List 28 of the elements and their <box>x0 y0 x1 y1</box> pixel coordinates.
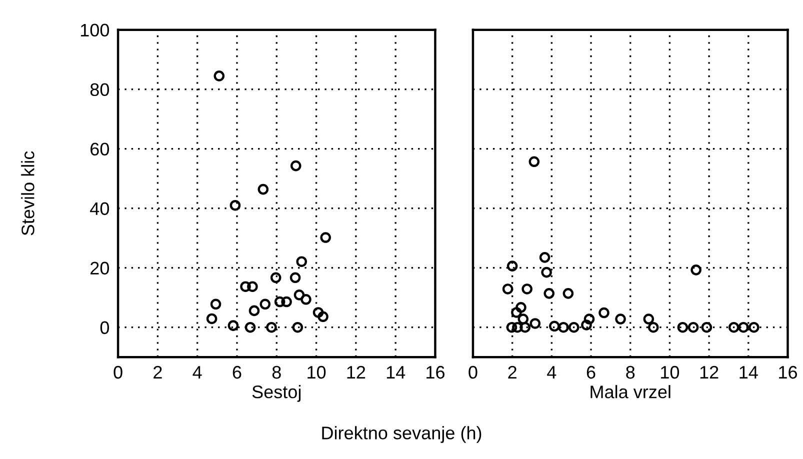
x-axis-title: Sestoj <box>252 385 301 402</box>
y-tick-label: 0 <box>100 321 109 334</box>
x-axis-title: Mala vrzel <box>590 385 670 398</box>
x-tick-label: 6 <box>586 366 596 379</box>
text: Direktno sevanje (h) <box>322 426 482 443</box>
x-tick-label: 12 <box>700 366 718 379</box>
x-tick-label: 8 <box>626 366 635 379</box>
x-tick-label: 6 <box>232 366 242 379</box>
x-tick-label: 10 <box>308 366 326 379</box>
y-tick-label: 20 <box>90 262 110 275</box>
y-tick-label: 100 <box>80 24 110 37</box>
y-tick-label: 80 <box>90 83 110 96</box>
x-tick-label: 14 <box>740 366 758 379</box>
x-tick-label: 0 <box>468 366 478 379</box>
x-tick-label: 2 <box>154 366 162 379</box>
x-tick-label: 16 <box>426 366 444 379</box>
y-axis-title: Stevilo klic <box>21 151 34 236</box>
x-tick-label: 4 <box>547 366 556 379</box>
x-tick-label: 12 <box>347 366 366 379</box>
x-tick-label: 10 <box>661 366 680 379</box>
x-tick-label: 14 <box>386 366 406 379</box>
y-tick-label: 60 <box>90 142 110 156</box>
y-tick-label: 40 <box>90 202 110 216</box>
x-tick-label: 8 <box>272 366 281 379</box>
x-tick-label: 4 <box>192 366 202 379</box>
x-tick-label: 16 <box>779 366 797 379</box>
x-tick-label: 0 <box>114 366 122 379</box>
x-tick-label: 2 <box>508 366 516 379</box>
